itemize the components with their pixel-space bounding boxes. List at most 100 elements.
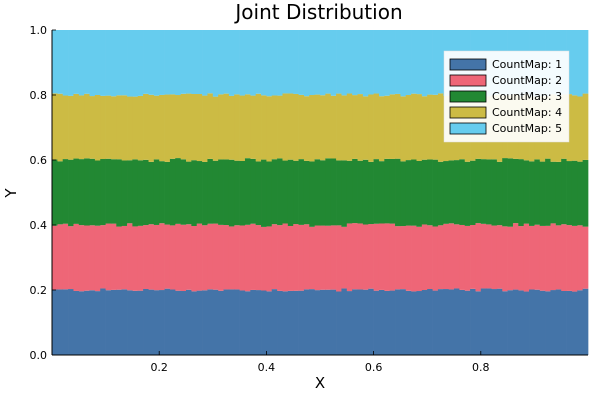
bar-segment (411, 30, 417, 94)
y-tick-label: 1.0 (30, 24, 48, 37)
bar-segment (228, 226, 235, 290)
bar-segment (582, 288, 589, 355)
bar-segment (110, 96, 117, 160)
bar-segment (62, 289, 69, 355)
bar-segment (577, 161, 583, 226)
bar-segment (384, 30, 391, 96)
bar-segment (545, 225, 551, 292)
bar-segment (357, 289, 364, 355)
bar-segment (271, 224, 278, 290)
bar-segment (330, 289, 337, 355)
bar-segment (352, 223, 358, 290)
x-axis-label: X (315, 374, 325, 392)
bar-segment (191, 160, 198, 226)
bar-segment (132, 290, 139, 355)
bar-segment (153, 224, 160, 291)
bar-segment (555, 161, 562, 226)
bar-segment (368, 30, 374, 95)
bar-segment (271, 289, 278, 355)
bar-segment (314, 290, 321, 355)
bar-segment (234, 225, 240, 290)
bar-segment (62, 95, 69, 160)
bar-segment (303, 289, 310, 355)
bar-segment (169, 94, 176, 159)
bar-segment (180, 159, 187, 225)
bar-segment (234, 289, 240, 355)
bar-segment (186, 224, 192, 290)
bar-segment (459, 289, 466, 355)
bar-segment (421, 224, 428, 291)
bar-segment (518, 159, 525, 227)
bar-segment (309, 95, 315, 162)
bar-segment (223, 225, 230, 290)
bar-segment (228, 30, 235, 96)
bar-segment (110, 159, 117, 224)
bar-segment (175, 290, 181, 355)
bar-segment (389, 94, 396, 159)
bar-segment (116, 30, 123, 96)
bar-segment (512, 289, 519, 355)
bar-segment (571, 95, 578, 161)
bar-segment (303, 224, 310, 290)
bar-segment (582, 93, 589, 160)
y-tick-label: 0.4 (30, 219, 48, 232)
bar-segment (496, 288, 503, 355)
bar-segment (148, 30, 155, 95)
bar-segment (143, 289, 149, 355)
bar-segment (341, 226, 348, 289)
bar-segment (432, 159, 439, 227)
bar-segment (454, 288, 460, 355)
bar-segment (314, 94, 321, 160)
bar-segment (132, 96, 139, 160)
bar-segment (271, 95, 278, 160)
bar-segment (100, 95, 106, 160)
bar-segment (89, 96, 96, 159)
bar-segment (159, 161, 165, 224)
bar-segment (207, 223, 214, 290)
bar-segment (239, 225, 246, 291)
bar-segment (105, 290, 112, 355)
bar-segment (373, 223, 380, 291)
bar-segment (250, 158, 257, 224)
bar-segment (416, 30, 423, 95)
bar-segment (159, 94, 165, 162)
legend-swatch (449, 74, 487, 87)
bar-segment (196, 223, 203, 291)
bar-segment (293, 224, 299, 291)
bar-segment (94, 291, 101, 355)
bar-segment (186, 30, 192, 94)
bar-segment (218, 30, 224, 95)
bar-segment (378, 30, 385, 97)
bar-segment (362, 224, 369, 290)
bar-segment (378, 223, 385, 290)
bar-segment (223, 289, 230, 355)
bar-segment (62, 223, 69, 290)
bar-segment (105, 95, 112, 159)
bar-segment (405, 160, 412, 226)
bar-segment (78, 291, 85, 355)
bar-segment (491, 289, 498, 355)
bar-segment (100, 159, 106, 226)
bar-segment (175, 30, 181, 96)
bar-segment (582, 226, 589, 289)
bar-segment (202, 161, 208, 226)
bar-segment (244, 30, 251, 95)
bar-segment (373, 30, 380, 94)
bar-segment (293, 30, 299, 94)
bar-segment (298, 290, 305, 355)
bar-segment (207, 158, 214, 224)
bar-segment (566, 161, 573, 226)
bar-segment (459, 224, 466, 290)
bar-segment (325, 225, 332, 290)
bar-segment (164, 94, 171, 162)
bar-segment (303, 96, 310, 161)
bar-segment (164, 30, 171, 95)
bar-segment (57, 224, 64, 290)
bar-segment (373, 159, 380, 224)
bar-segment (132, 30, 139, 97)
y-tick-label: 0.2 (30, 284, 48, 297)
bar-segment (550, 161, 557, 224)
bar-segment (52, 30, 58, 94)
bar-segment (137, 160, 144, 226)
bar-segment (196, 94, 203, 162)
